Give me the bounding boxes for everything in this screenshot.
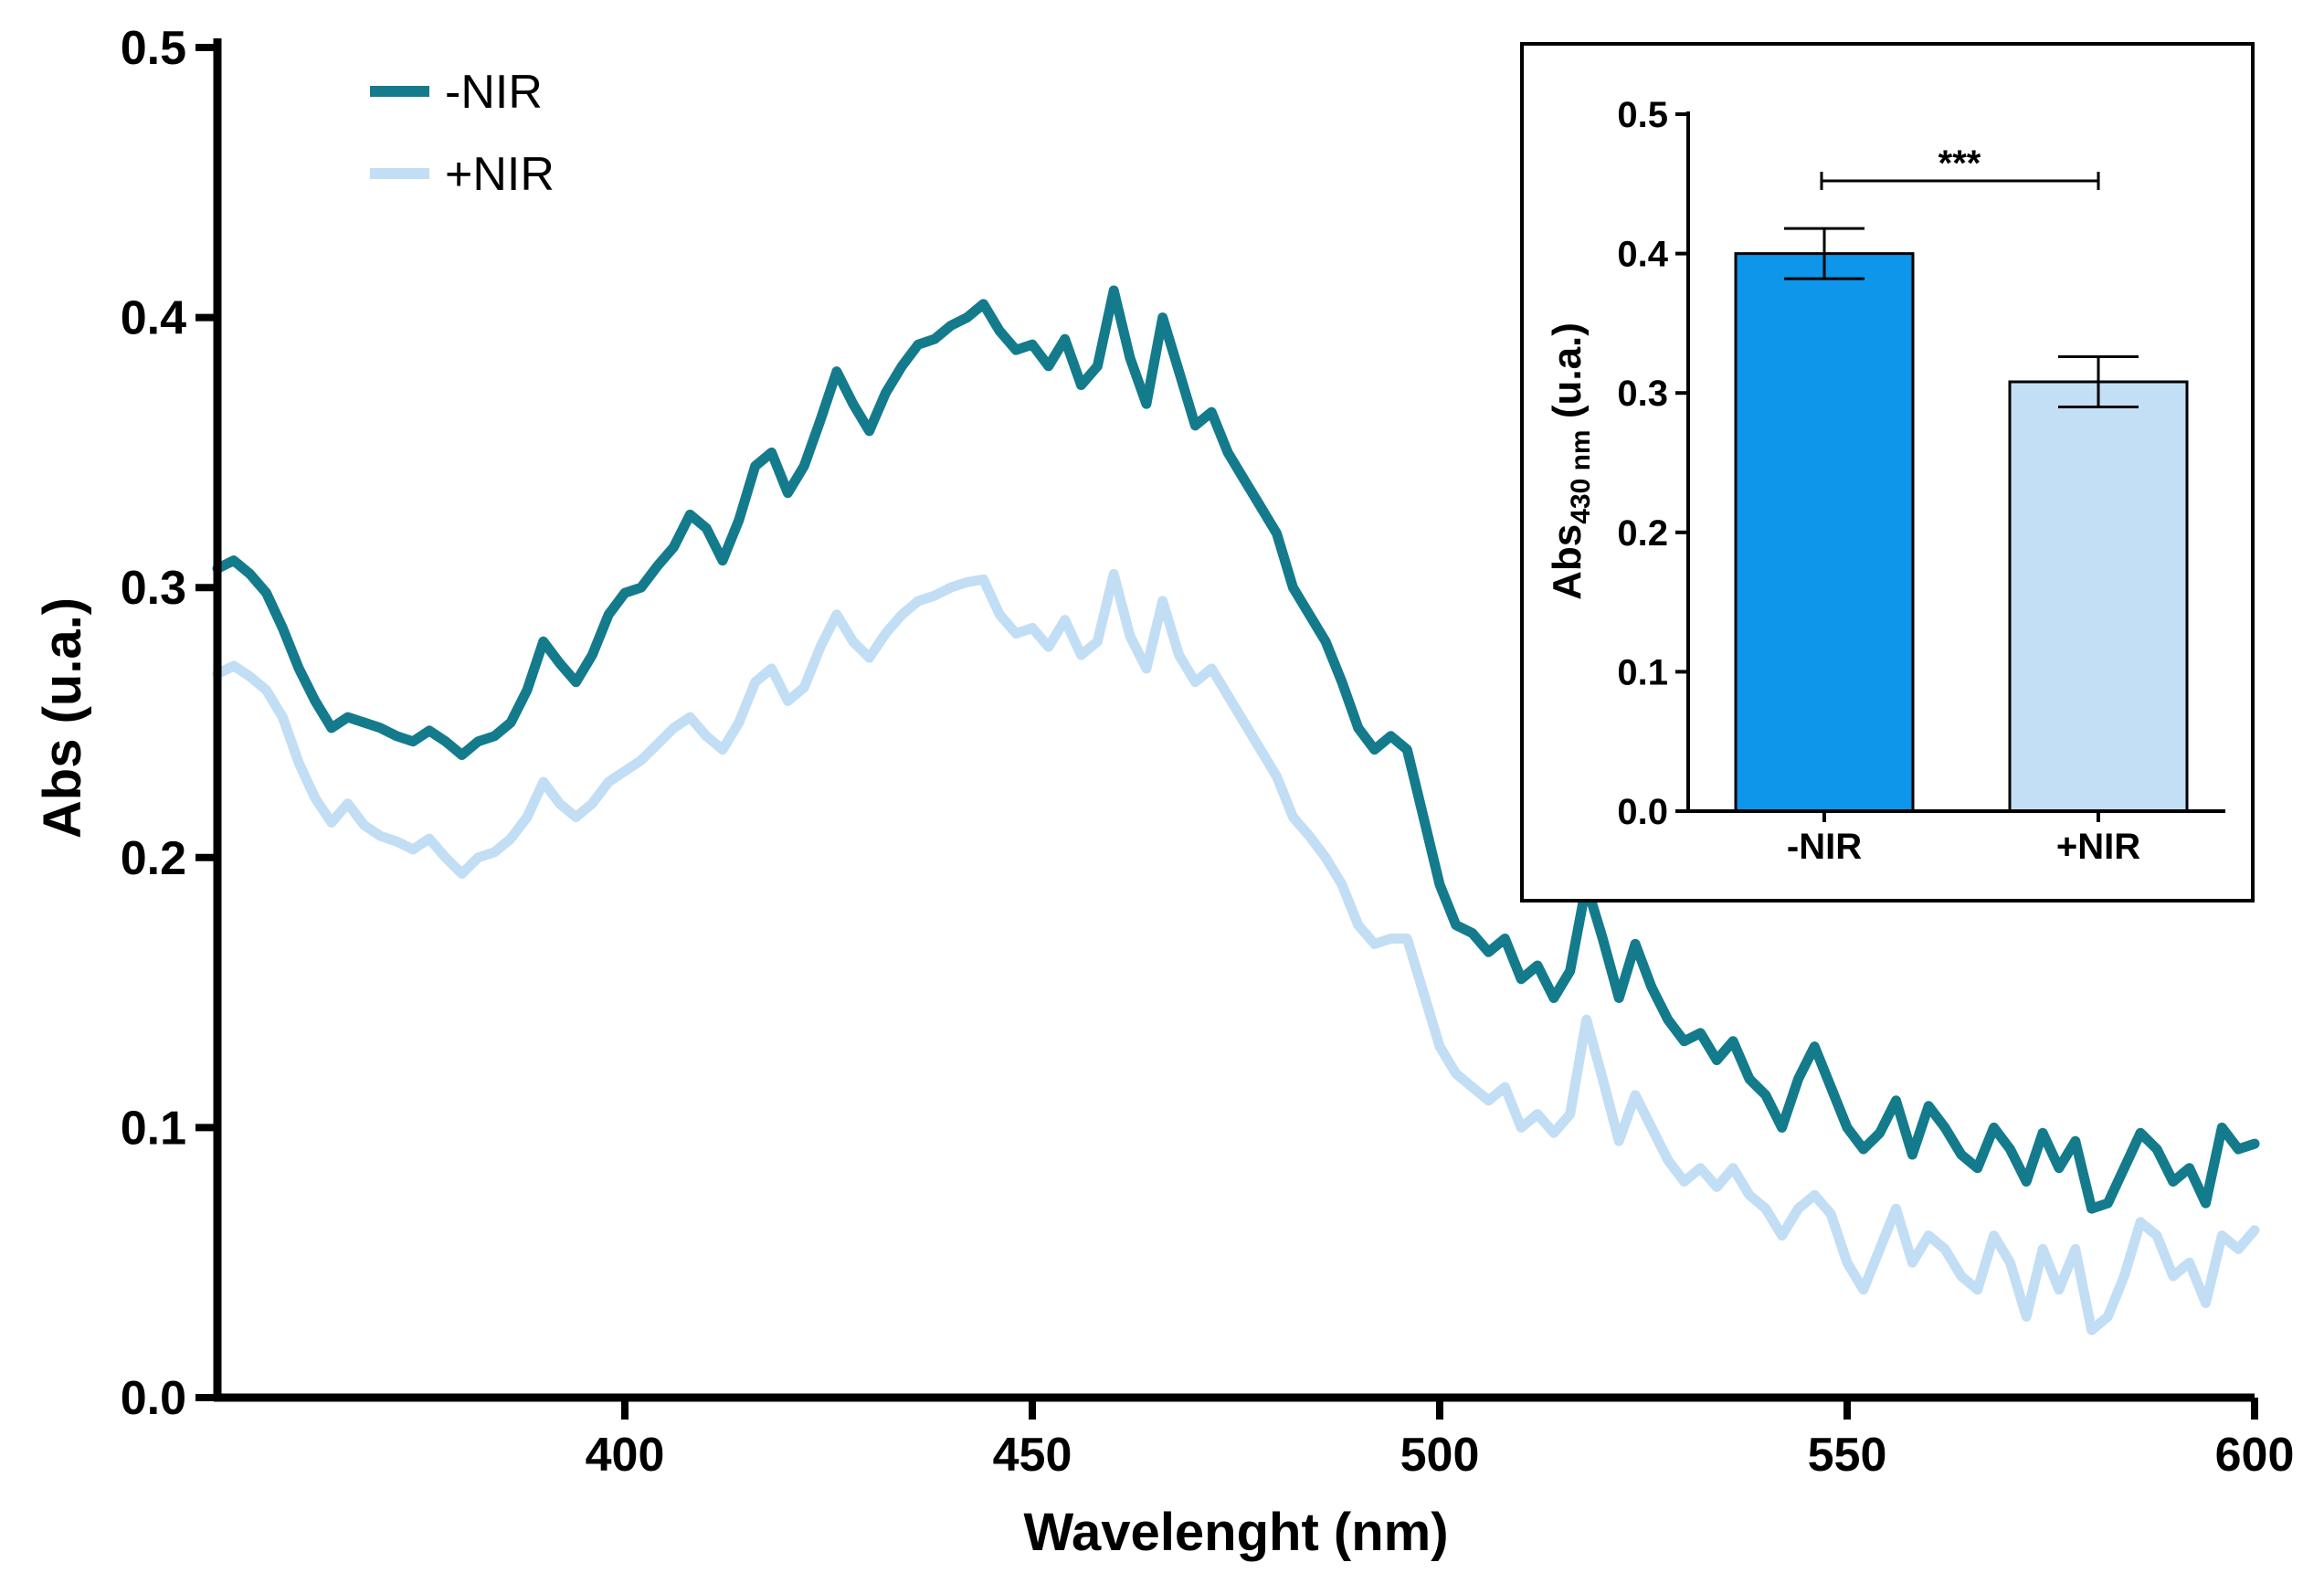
main-y-tick-label: 0.3 — [121, 562, 186, 615]
main-y-axis-title: Abs (u.a.) — [33, 597, 92, 839]
main-spectrum-chart: 0.0 0.1 0.2 0.3 0.4 0.5 400 450 500 550 600 Wavel… — [33, 22, 2294, 1562]
main-x-tick-label: 400 — [586, 1429, 665, 1482]
main-y-tick-label: 0.0 — [121, 1372, 186, 1425]
main-x-axis-title: Wavelenght (nm) — [1023, 1503, 1448, 1562]
main-y-tick-label: 0.1 — [121, 1102, 186, 1155]
main-x-tick-label: 600 — [2215, 1429, 2295, 1482]
inset-y-tick-label: 0.3 — [1617, 374, 1668, 414]
inset-y-axis-title-suffix: (u.a.) — [1545, 322, 1590, 429]
inset-y-ticks: 0.0 0.1 0.2 0.3 0.4 0.5 — [1617, 95, 1688, 832]
main-y-ticks: 0.0 0.1 0.2 0.3 0.4 0.5 — [121, 22, 217, 1425]
series-line-minus-nir — [212, 285, 2260, 1214]
inset-y-axis-title-main: Abs — [1545, 524, 1590, 600]
main-x-tick-label: 450 — [993, 1429, 1072, 1482]
inset-y-tick-label: 0.2 — [1617, 513, 1668, 554]
significance-label: *** — [1938, 143, 1981, 184]
bar-plus-nir — [2008, 380, 2189, 813]
inset-x-tick-label: -NIR — [1787, 827, 1862, 867]
inset-x-tick-label: +NIR — [2056, 827, 2140, 867]
series-line-plus-nir — [212, 568, 2260, 1335]
inset-x-ticks: -NIR +NIR — [1787, 811, 2140, 867]
inset-y-axis-title: Abs430 nm (u.a.) — [1545, 322, 1596, 600]
main-y-tick-label: 0.5 — [121, 22, 186, 75]
inset-bars — [1734, 227, 2189, 813]
main-legend: -NIR +NIR — [370, 66, 555, 201]
main-x-tick-label: 550 — [1808, 1429, 1887, 1482]
inset-y-tick-label: 0.5 — [1617, 95, 1668, 135]
inset-bar-chart: 0.0 0.1 0.2 0.3 0.4 0.5 -NIR +NIR Abs430 nm (u… — [1520, 42, 2255, 903]
legend-label-plus-nir: +NIR — [445, 148, 555, 201]
bar-minus-nir — [1734, 252, 1915, 813]
inset-y-tick-label: 0.1 — [1617, 652, 1668, 692]
significance-bracket: *** — [1820, 143, 2100, 190]
inset-y-axis-title-sub: 430 nm — [1566, 429, 1596, 523]
legend-label-minus-nir: -NIR — [445, 66, 543, 119]
inset-y-tick-label: 0.0 — [1617, 792, 1668, 832]
main-x-ticks: 400 450 500 550 600 — [586, 1398, 2295, 1482]
inset-y-tick-label: 0.4 — [1617, 235, 1668, 275]
main-x-tick-label: 500 — [1400, 1429, 1480, 1482]
main-y-tick-label: 0.2 — [121, 832, 186, 885]
spectrum-lines — [212, 285, 2260, 1335]
main-y-tick-label: 0.4 — [121, 292, 186, 345]
